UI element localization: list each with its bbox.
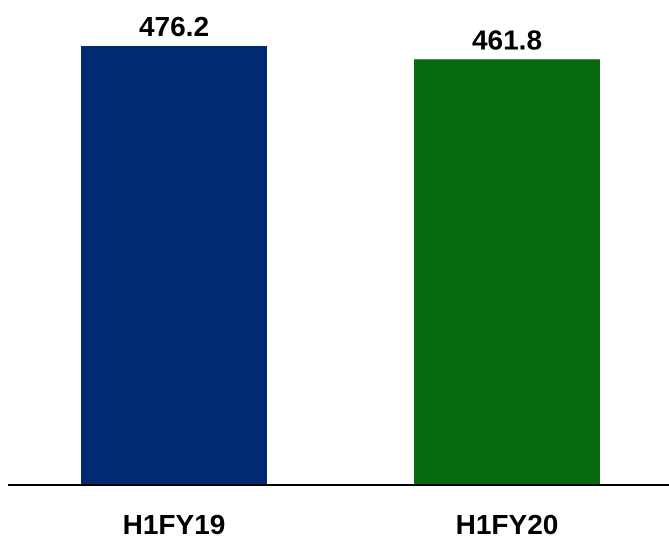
x-tick-label-h1fy20: H1FY20	[456, 509, 559, 538]
bar-h1fy20	[414, 59, 600, 486]
x-tick-label-h1fy19: H1FY19	[123, 509, 226, 538]
data-label-h1fy20: 461.8	[472, 24, 542, 55]
labels-group: 476.2 H1FY19 461.8 H1FY20	[123, 11, 559, 538]
bar-h1fy19	[81, 46, 267, 485]
data-label-h1fy19: 476.2	[139, 11, 209, 42]
bars-group	[81, 46, 600, 486]
